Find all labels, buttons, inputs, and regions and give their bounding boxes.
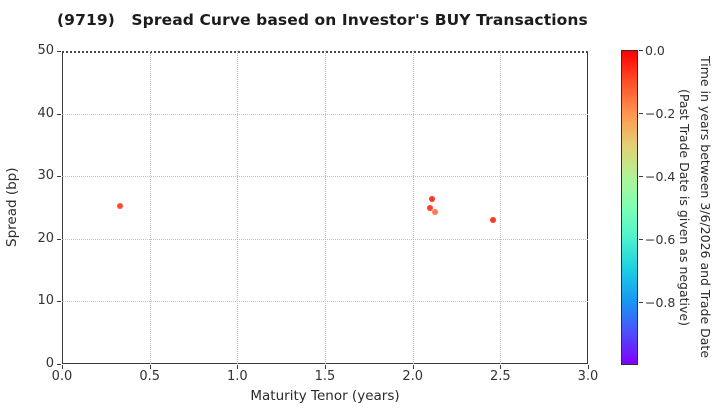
x-tick-label: 1.5 (314, 369, 336, 384)
x-tick-mark (149, 365, 151, 369)
scatter-point (432, 208, 439, 215)
x-tick-mark (588, 365, 589, 369)
y-axis-label: Spread (bp) (4, 167, 20, 248)
colorbar-tick-label: −0.4 (645, 169, 676, 184)
colorbar-tick-mark (639, 176, 643, 177)
x-tick-label: 2.5 (489, 369, 511, 384)
colorbar-tick-label: −0.6 (645, 232, 676, 247)
colorbar-label: Time in years between 3/6/2026 and Trade… (668, 42, 716, 372)
x-tick-label: 2.0 (402, 369, 423, 384)
scatter-point (427, 205, 434, 212)
colorbar-label-line1: Time in years between 3/6/2026 and Trade… (698, 55, 713, 358)
x-tick-label: 1.0 (226, 369, 248, 384)
y-tick-mark (57, 238, 61, 240)
colorbar-tick-mark (639, 239, 643, 240)
y-tick-mark (57, 301, 61, 303)
x-axis-label: Maturity Tenor (years) (250, 388, 400, 404)
x-tick-mark (412, 365, 414, 369)
x-tick-mark (500, 365, 502, 369)
colorbar (621, 50, 638, 365)
y-tick-label: 0 (45, 356, 54, 371)
y-tick-mark (57, 51, 61, 52)
y-tick-mark (57, 176, 61, 178)
y-tick-label: 10 (37, 293, 54, 309)
colorbar-tick-label: 0.0 (645, 43, 665, 58)
scatter-point (428, 195, 435, 202)
x-tick-label: 3.0 (577, 369, 599, 384)
y-tick-label: 50 (37, 43, 54, 58)
colorbar-tick-label: −0.2 (645, 106, 676, 121)
chart-title: (9719) Spread Curve based on Investor's … (57, 11, 588, 29)
colorbar-tick-mark (639, 113, 643, 114)
y-tick-label: 20 (37, 230, 54, 246)
x-tick-mark (325, 365, 326, 369)
colorbar-tick-label: −0.8 (645, 295, 676, 310)
y-tick-label: 30 (37, 168, 54, 184)
x-tick-label: 0.0 (51, 369, 73, 384)
y-tick-mark (57, 364, 61, 365)
y-tick-label: 40 (37, 105, 54, 121)
plot-area (62, 51, 588, 364)
colorbar-label-line2: (Past Trade Date is given as negative) (677, 88, 692, 326)
colorbar-tick-mark (639, 302, 643, 303)
x-tick-label: 0.5 (139, 369, 160, 384)
scatter-point (490, 217, 497, 224)
colorbar-tick-mark (639, 50, 643, 51)
y-tick-mark (57, 113, 61, 115)
x-tick-mark (62, 365, 63, 369)
scatter-point (116, 202, 123, 209)
x-tick-mark (237, 365, 239, 369)
